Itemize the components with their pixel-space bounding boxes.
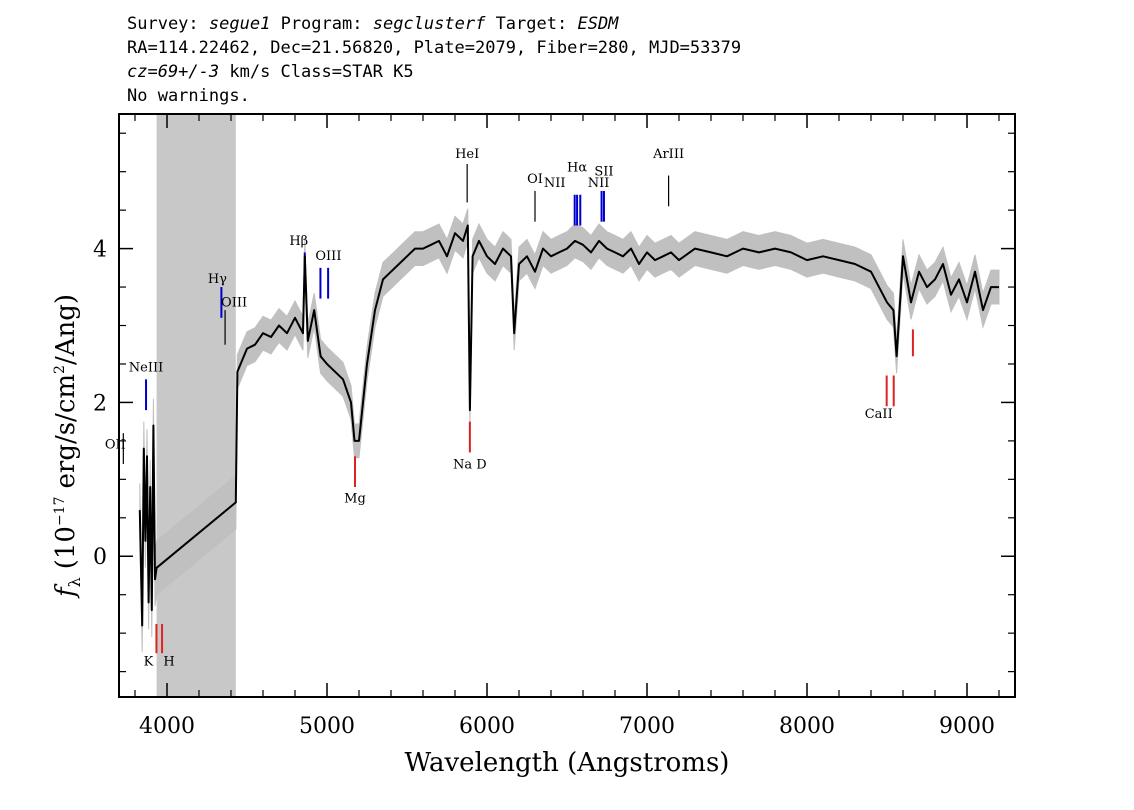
y-tick-label: 2 <box>93 391 107 416</box>
line-label-2: K <box>144 654 154 669</box>
x-tick-label: 7000 <box>619 714 675 739</box>
line-label-14: Hα <box>567 161 587 176</box>
header-line-4: No warnings. <box>127 86 250 106</box>
line-label-17: SII <box>594 165 613 180</box>
line-label-4: Hγ <box>208 272 227 287</box>
header-line-2: RA=114.22462, Dec=21.56820, Plate=2079, … <box>127 38 742 58</box>
line-label-16: NII <box>588 176 610 191</box>
line-label-5: OIII <box>221 295 247 310</box>
line-label-3: H <box>163 654 174 669</box>
line-label-7: OIII <box>315 249 341 264</box>
axis-ticks <box>119 114 1015 697</box>
header-line-3: cz=69+/-3 km/s Class=STAR K5 <box>127 60 741 84</box>
class-value: km/s Class=STAR K5 <box>219 62 414 82</box>
survey-label: Survey: <box>127 14 199 34</box>
line-label-18: ArIII <box>652 147 684 162</box>
line-label-13: NII <box>544 176 566 191</box>
line-label-11: Na D <box>453 458 487 473</box>
header-line-1: Survey: segue1 Program: segclusterf Targ… <box>127 12 741 36</box>
program-value: segclusterf <box>372 14 486 34</box>
x-tick-label: 9000 <box>939 714 995 739</box>
line-label-10: HeI <box>455 147 479 162</box>
x-tick-label: 5000 <box>299 714 355 739</box>
line-label-0: OII <box>105 438 126 453</box>
y-tick-label: 0 <box>93 545 107 570</box>
program-label: Program: <box>280 14 363 34</box>
plot-frame <box>118 113 1016 698</box>
y-tick-label: 4 <box>93 238 107 263</box>
x-tick-label: 8000 <box>779 714 835 739</box>
x-axis-title: Wavelength (Angstroms) <box>405 748 730 778</box>
spectrum-line <box>138 224 999 627</box>
line-label-9: Mg <box>344 491 366 506</box>
x-tick-label: 4000 <box>139 714 195 739</box>
target-value: ESDM <box>577 14 619 34</box>
line-label-20: CaII <box>865 407 893 422</box>
survey-value: segue1 <box>208 14 271 34</box>
redshift-value: cz=69+/-3 <box>127 62 220 82</box>
target-label: Target: <box>495 14 568 34</box>
error-envelope <box>139 208 1000 653</box>
spectrum-header: Survey: segue1 Program: segclusterf Targ… <box>127 12 741 108</box>
line-label-1: NeIII <box>129 361 163 376</box>
line-label-12: OI <box>527 172 543 187</box>
masked-region-band <box>156 114 236 697</box>
line-label-6: Hβ <box>289 234 308 249</box>
error-band <box>139 208 1000 653</box>
masked-region <box>156 114 236 697</box>
spectrum-series <box>138 224 999 627</box>
x-tick-label: 6000 <box>459 714 515 739</box>
tick-labels: 4000 5000 6000 7000 8000 9000 0 2 4 <box>93 238 995 739</box>
y-axis-title: fλ(10−17erg/s/cm2/Ang) <box>51 294 84 599</box>
